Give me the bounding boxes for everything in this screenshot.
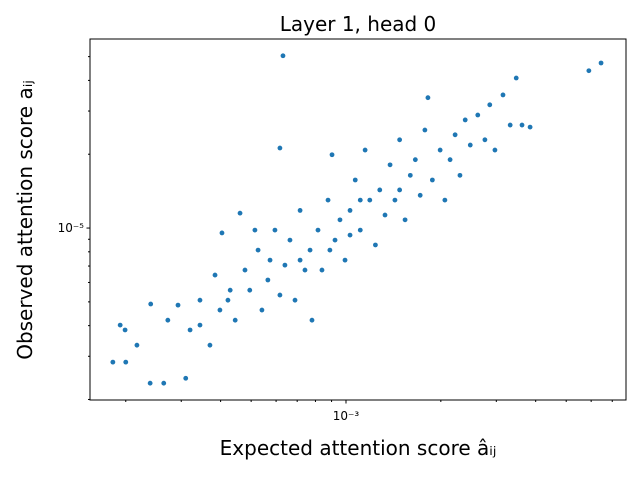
y-axis-label: Observed attention score aᵢⱼ — [13, 80, 37, 360]
point — [475, 112, 481, 118]
point — [347, 208, 353, 213]
point — [482, 137, 488, 143]
point — [197, 297, 203, 303]
point — [367, 197, 373, 203]
point — [247, 287, 253, 293]
point — [255, 247, 261, 253]
point — [259, 307, 265, 313]
point — [297, 257, 303, 263]
point — [347, 232, 353, 238]
point — [217, 307, 223, 313]
point — [397, 187, 403, 193]
point — [392, 197, 398, 203]
point — [187, 327, 193, 333]
point — [252, 227, 258, 233]
point — [429, 177, 435, 183]
point — [287, 237, 293, 243]
point — [377, 187, 383, 193]
point — [297, 208, 303, 213]
point — [292, 297, 298, 303]
point — [309, 317, 315, 323]
point — [387, 162, 393, 168]
point — [148, 301, 154, 307]
point — [277, 145, 283, 151]
point — [500, 92, 506, 98]
chart-title: Layer 1, head 0 — [280, 12, 437, 36]
point — [397, 137, 403, 143]
point — [598, 60, 604, 66]
point — [357, 227, 363, 233]
point — [161, 380, 167, 386]
point — [422, 127, 428, 133]
point — [122, 327, 128, 333]
point — [207, 342, 213, 348]
point — [357, 197, 363, 203]
point — [315, 227, 321, 233]
point — [487, 102, 493, 108]
point — [219, 230, 225, 236]
point — [467, 142, 473, 148]
point — [342, 257, 348, 263]
point — [280, 53, 286, 59]
point — [382, 212, 388, 218]
point — [329, 152, 335, 158]
point — [452, 132, 458, 138]
point — [412, 157, 418, 163]
point — [337, 217, 343, 223]
y-tick-label: 10⁻⁵ — [58, 221, 85, 235]
x-tick-label: 10⁻³ — [333, 409, 360, 423]
point — [327, 247, 333, 253]
plot-frame — [89, 38, 627, 401]
point — [242, 267, 248, 273]
point — [197, 322, 203, 328]
point — [265, 277, 271, 283]
point — [272, 227, 278, 233]
point — [225, 297, 231, 303]
x-axis-label: Expected attention score âᵢⱼ — [220, 436, 497, 460]
point — [425, 95, 431, 101]
point — [282, 262, 288, 268]
point — [183, 375, 189, 381]
point — [175, 302, 181, 308]
point — [302, 267, 308, 273]
point — [352, 177, 358, 183]
point — [492, 147, 498, 153]
point — [325, 197, 331, 203]
point — [227, 287, 233, 293]
point — [319, 267, 325, 273]
point — [117, 322, 123, 328]
point — [332, 237, 338, 243]
point — [307, 247, 313, 253]
point — [457, 172, 463, 178]
point — [267, 257, 273, 263]
point — [507, 122, 513, 128]
point — [417, 192, 423, 198]
point — [519, 122, 525, 128]
point — [437, 147, 443, 153]
point — [527, 124, 533, 130]
point — [147, 380, 153, 386]
point — [277, 292, 283, 298]
point — [407, 172, 413, 178]
point — [402, 217, 408, 223]
point — [586, 68, 592, 74]
point — [362, 147, 368, 153]
point — [212, 272, 218, 278]
point — [462, 117, 468, 123]
point — [447, 157, 453, 163]
point — [373, 242, 378, 248]
point — [123, 359, 129, 365]
point — [232, 317, 238, 323]
point — [134, 342, 140, 348]
point — [237, 210, 243, 216]
point — [165, 317, 171, 323]
point — [513, 75, 519, 81]
point — [442, 197, 448, 203]
point — [110, 359, 116, 365]
